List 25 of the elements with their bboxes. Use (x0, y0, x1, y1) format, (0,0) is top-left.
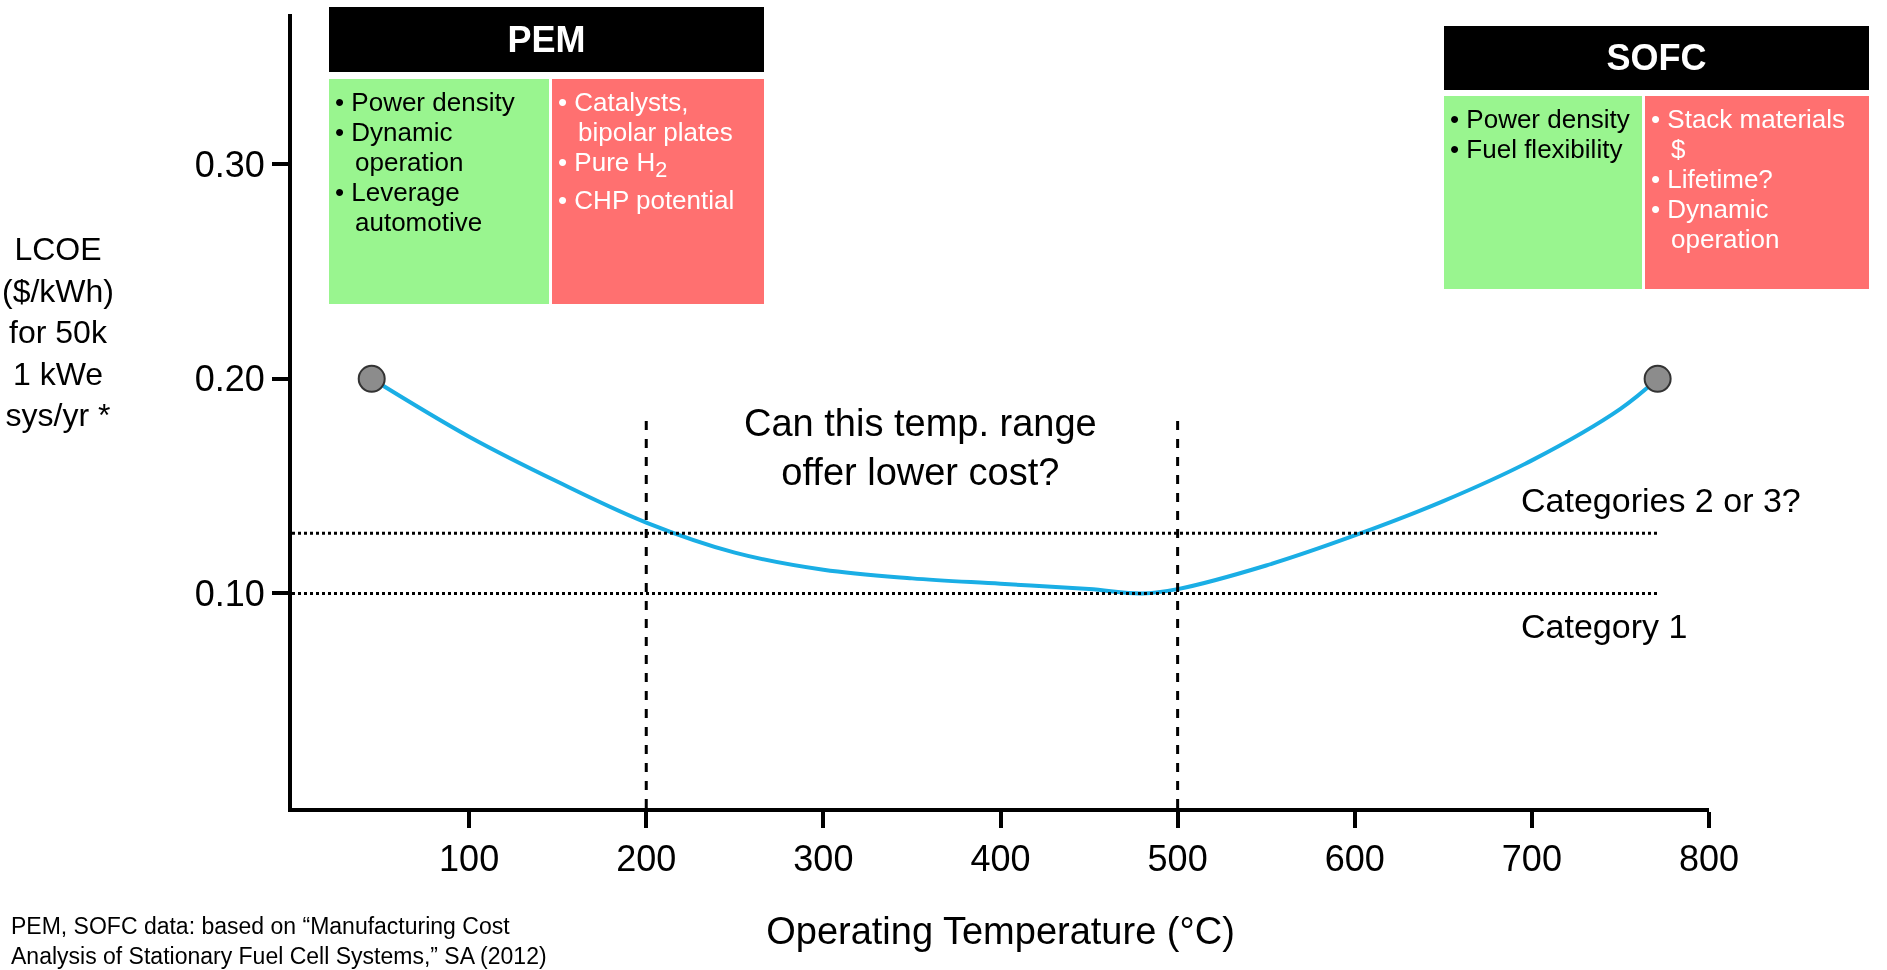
y-tick-label: 0.20 (194, 358, 265, 400)
ref-line-label: Category 1 (1521, 607, 1688, 645)
annotation: • Power density • Dynamic operation • Leverage automotive (335, 87, 516, 237)
ref-line-label: Categories 2 or 3? (1521, 481, 1801, 519)
x-tick-label: 300 (793, 838, 854, 880)
text: PEM, SOFC data: based on “Manufacturing Cost Analysis of Stationary Fuel Cell Systems,” SA (2012) (11, 913, 547, 969)
y-tick-label: 0.10 (194, 573, 265, 615)
annotation: • Power density • Fuel flexibility (1450, 104, 1631, 164)
x-axis-title: Operating Temperature (°C) (766, 909, 1235, 952)
x-tick-label: 100 (439, 838, 500, 880)
annotation: • Catalysts, bipolar plates • Pure H$_{2}$ • CHP potential (558, 87, 736, 216)
y-axis-title: LCOE ($/kWh) for 50k 1 kWe sys/yr * (2, 231, 114, 434)
y-tick-label: 0.30 (194, 143, 265, 185)
info-table: SOFC • Power density • Fuel flexibility • Stack materials $ • Lifetime? • Dynamic operation (1444, 26, 1869, 289)
x-tick-label: 600 (1324, 838, 1385, 880)
x-tick-label: 500 (1147, 838, 1208, 880)
x-tick-label: 400 (970, 838, 1031, 880)
x-tick-label: 800 (1678, 838, 1740, 880)
x-tick-label: 200 (616, 838, 677, 880)
annotation: PEM (507, 18, 586, 61)
annotation: • Stack materials $ • Lifetime? • Dynamic operation (1651, 104, 1847, 254)
x-tick-label: 700 (1501, 838, 1562, 880)
annotation: Can this temp. range offer lower cost? (744, 402, 1097, 494)
info-table: PEM • Power density • Dynamic operation • Leverage automotive • Catalysts, bipolar plates • Pure H$_{2}$ • CHP potential (329, 7, 764, 304)
annotation: SOFC (1606, 37, 1707, 79)
